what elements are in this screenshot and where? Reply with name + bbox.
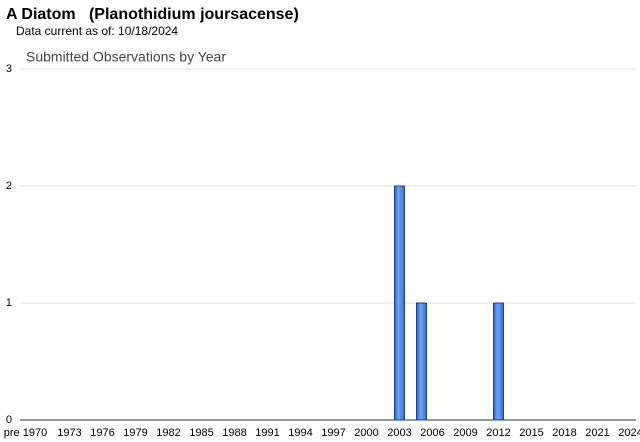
bar: [493, 302, 504, 421]
x-tick-label: 2009: [453, 427, 477, 439]
y-tick-label: 2: [6, 180, 12, 192]
x-tick-label: 2006: [420, 427, 444, 439]
x-tick-label: 1976: [90, 427, 114, 439]
x-tick-label: 2003: [387, 427, 411, 439]
y-tick-label: 0: [6, 414, 12, 426]
x-tick-label: 1994: [288, 427, 312, 439]
x-tick-label: 1997: [321, 427, 345, 439]
y-tick-label: 3: [6, 63, 12, 75]
bar: [416, 302, 427, 421]
x-tick-label: 1991: [255, 427, 279, 439]
x-tick-label: 1979: [123, 427, 147, 439]
x-tick-label: 1973: [57, 427, 81, 439]
y-tick-label: 1: [6, 297, 12, 309]
subtitle: Data current as of: 10/18/2024: [16, 24, 178, 38]
page-title: A Diatom (Planothidium joursacense): [6, 6, 299, 23]
x-tick-label: 2000: [354, 427, 378, 439]
x-tick-label: 2015: [519, 427, 543, 439]
x-tick-label: 1988: [222, 427, 246, 439]
x-tick-label: 2012: [486, 427, 510, 439]
x-tick-label: 2018: [552, 427, 576, 439]
bar: [394, 185, 405, 421]
x-tick-label: 2021: [585, 427, 609, 439]
x-tick-label: 1982: [156, 427, 180, 439]
x-tick-label: pre 1970: [4, 427, 47, 439]
chart-title: Submitted Observations by Year: [26, 49, 226, 65]
x-tick-label: 2024: [618, 427, 640, 439]
x-tick-label: 1985: [189, 427, 213, 439]
